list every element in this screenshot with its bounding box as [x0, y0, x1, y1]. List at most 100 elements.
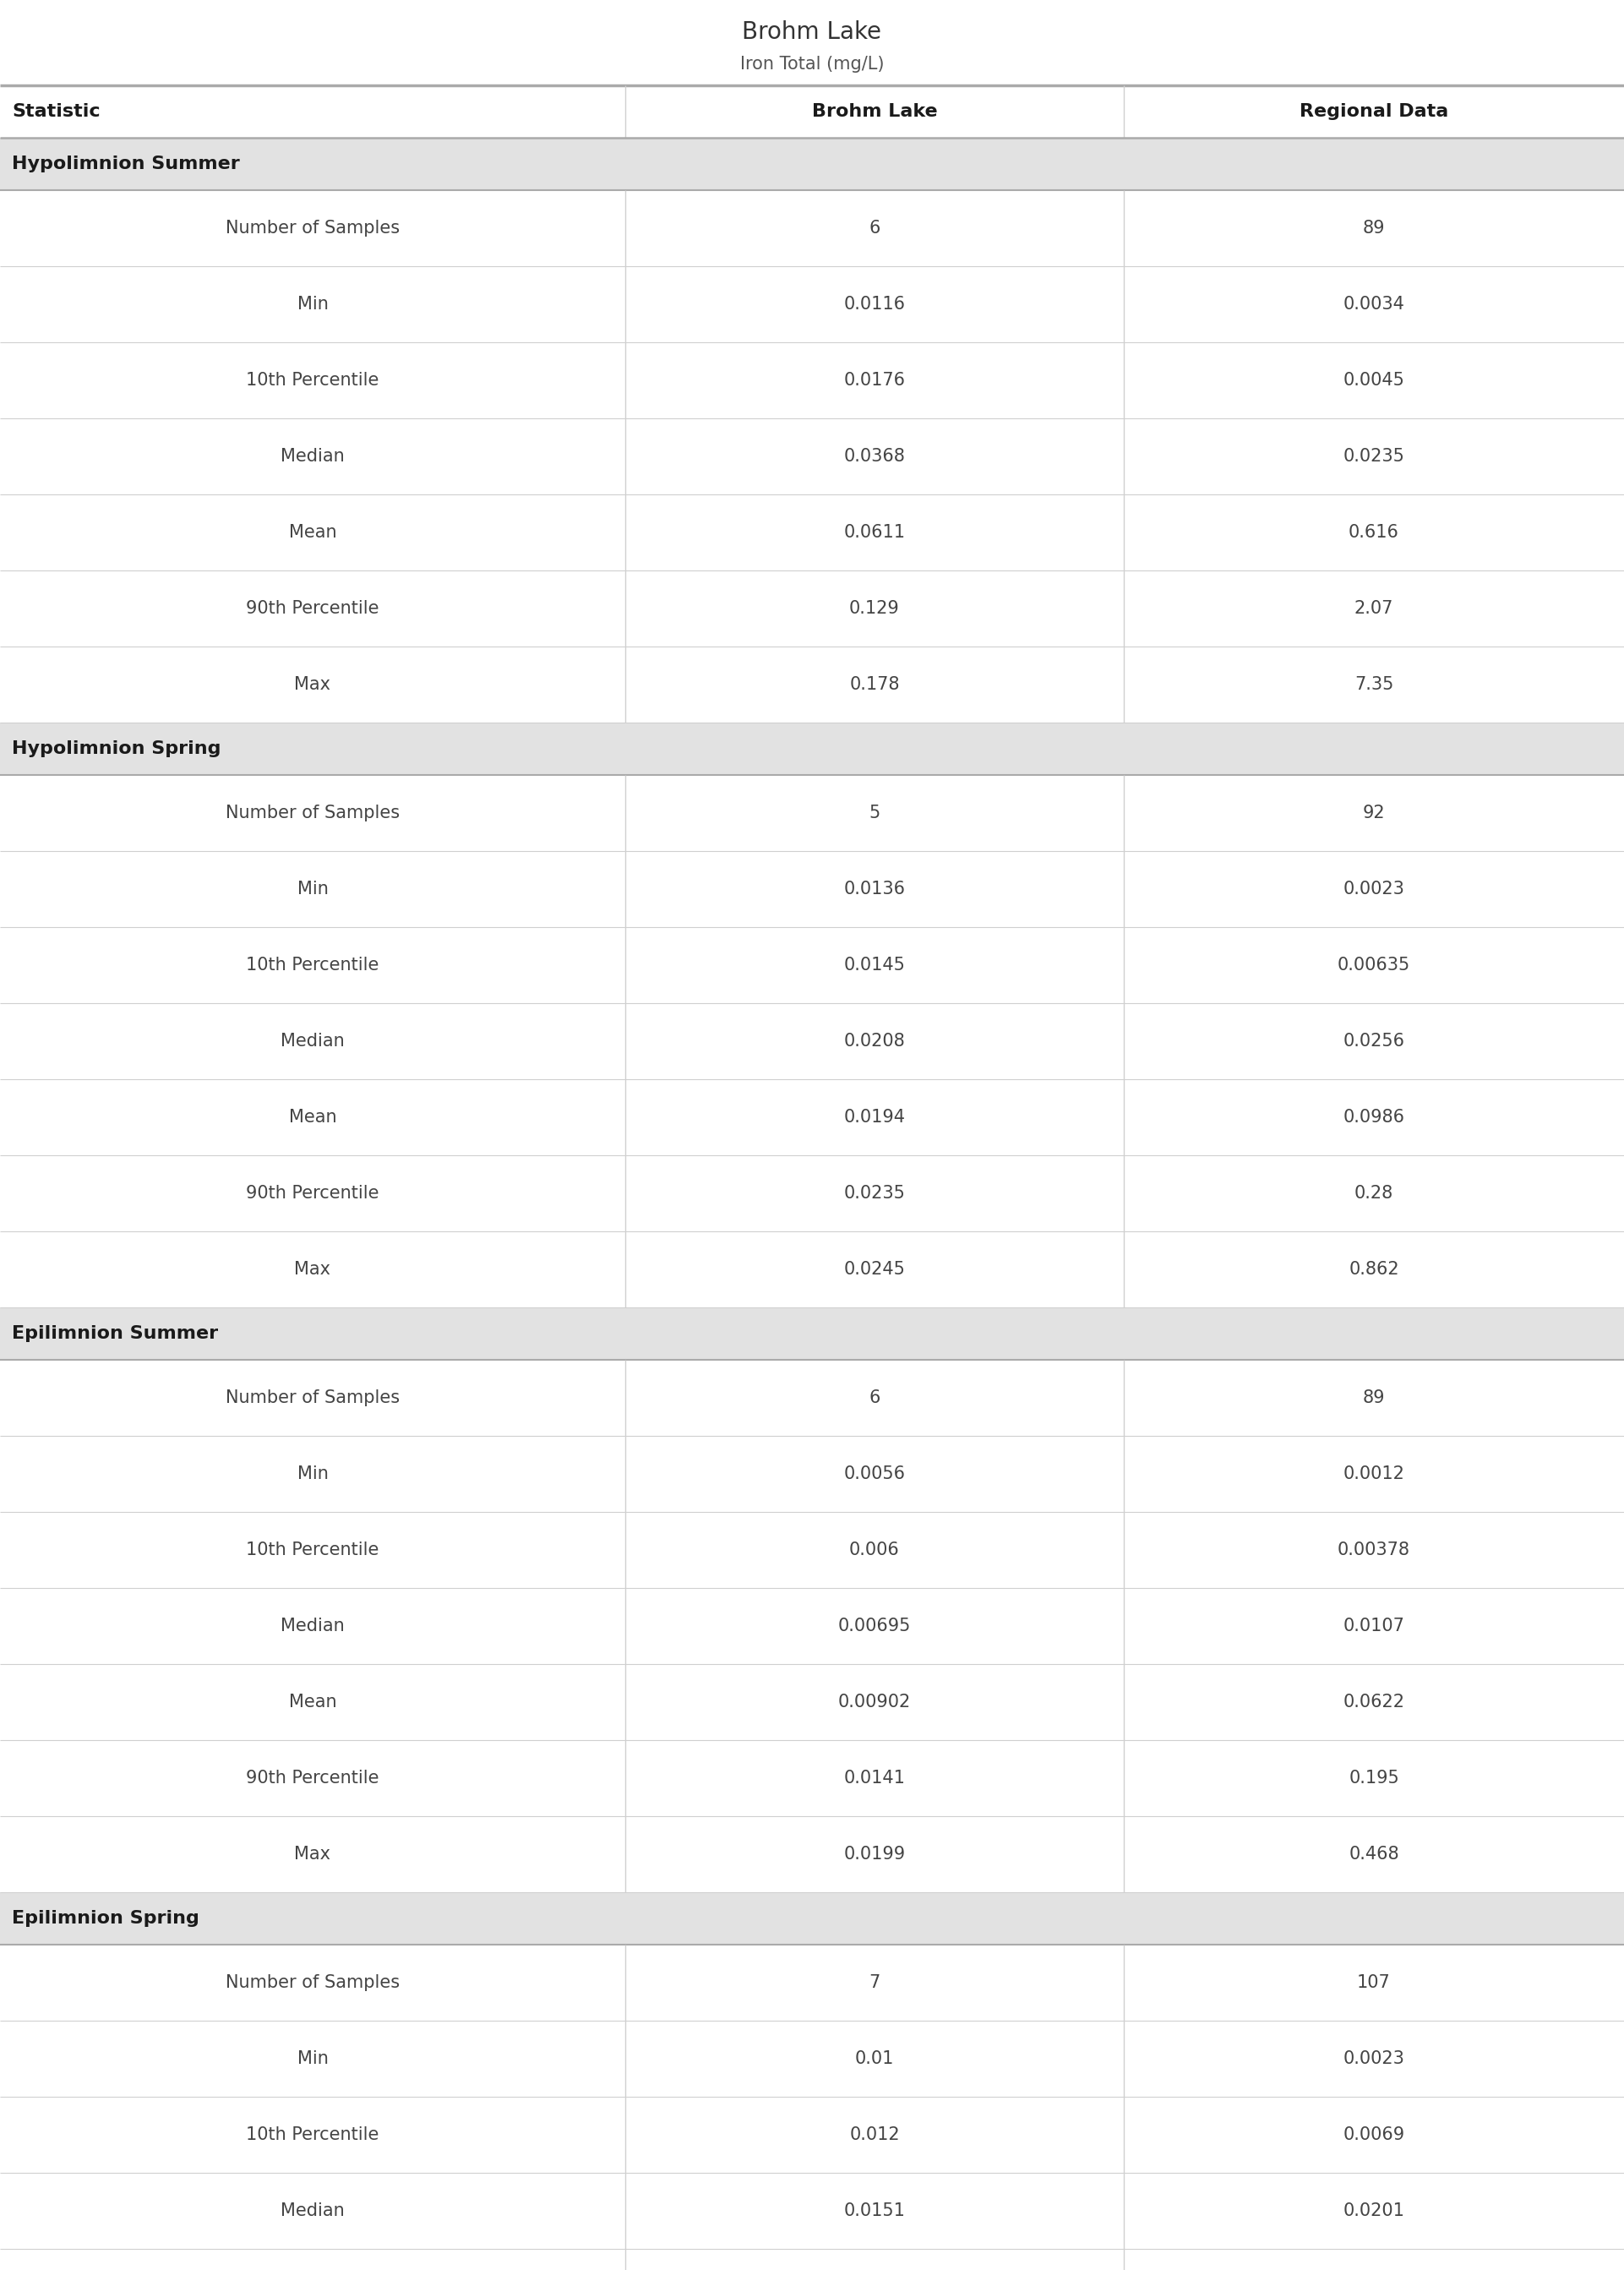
Bar [0, 1155, 1624, 1230]
Text: 0.0116: 0.0116 [844, 295, 905, 313]
Text: 6: 6 [869, 220, 880, 236]
Text: Median: Median [281, 1033, 344, 1049]
Text: 0.862: 0.862 [1348, 1260, 1400, 1278]
Text: 0.0141: 0.0141 [844, 1771, 905, 1786]
Text: 0.012: 0.012 [849, 2127, 900, 2143]
Bar [0, 647, 1624, 722]
Bar [0, 926, 1624, 1003]
Text: 0.28: 0.28 [1354, 1185, 1393, 1201]
Text: 0.178: 0.178 [849, 676, 900, 692]
Text: 0.0368: 0.0368 [844, 447, 905, 465]
Text: 0.0045: 0.0045 [1343, 372, 1405, 388]
Text: 89: 89 [1363, 220, 1385, 236]
Text: 0.00695: 0.00695 [838, 1619, 911, 1634]
Text: Hypolimnion Spring: Hypolimnion Spring [11, 740, 221, 758]
Bar [0, 2097, 1624, 2172]
Bar [0, 191, 1624, 266]
Text: Mean: Mean [289, 1108, 336, 1126]
Text: Statistic: Statistic [11, 102, 101, 120]
Bar [0, 2172, 1624, 2250]
Bar [0, 774, 1624, 851]
Bar [0, 1360, 1624, 1437]
Text: 0.0611: 0.0611 [844, 524, 905, 540]
Bar [0, 1437, 1624, 1512]
Text: 0.0012: 0.0012 [1343, 1466, 1405, 1482]
Text: 107: 107 [1358, 1975, 1390, 1991]
Text: 89: 89 [1363, 1389, 1385, 1407]
Text: 0.0056: 0.0056 [844, 1466, 905, 1482]
Text: 0.0136: 0.0136 [844, 881, 905, 897]
Bar [0, 1308, 1624, 1360]
Text: Max: Max [294, 676, 331, 692]
Text: Number of Samples: Number of Samples [226, 804, 400, 822]
Text: 90th Percentile: 90th Percentile [247, 1185, 378, 1201]
Text: 0.0235: 0.0235 [1343, 447, 1405, 465]
Bar [0, 570, 1624, 647]
Text: Brohm Lake: Brohm Lake [742, 20, 882, 43]
Text: Median: Median [281, 1619, 344, 1634]
Bar [0, 722, 1624, 774]
Text: Epilimnion Spring: Epilimnion Spring [11, 1909, 200, 1927]
Text: Number of Samples: Number of Samples [226, 1975, 400, 1991]
Text: Min: Min [297, 295, 328, 313]
Text: 0.006: 0.006 [849, 1541, 900, 1559]
Text: 10th Percentile: 10th Percentile [247, 1541, 378, 1559]
Text: 0.0023: 0.0023 [1343, 881, 1405, 897]
Text: Number of Samples: Number of Samples [226, 220, 400, 236]
Text: 90th Percentile: 90th Percentile [247, 599, 378, 617]
Text: 0.00378: 0.00378 [1338, 1541, 1410, 1559]
Text: 0.0622: 0.0622 [1343, 1693, 1405, 1712]
Text: 0.195: 0.195 [1348, 1771, 1400, 1786]
Bar [0, 1589, 1624, 1664]
Text: 0.0176: 0.0176 [844, 372, 905, 388]
Text: 6: 6 [869, 1389, 880, 1407]
Text: 5: 5 [869, 804, 880, 822]
Text: 2.07: 2.07 [1354, 599, 1393, 617]
Text: 0.0199: 0.0199 [843, 1846, 906, 1864]
Text: 0.0145: 0.0145 [844, 956, 905, 974]
Text: 0.0986: 0.0986 [1343, 1108, 1405, 1126]
Bar [0, 1664, 1624, 1741]
Text: 0.01: 0.01 [854, 2050, 895, 2068]
Bar [0, 2250, 1624, 2270]
Text: 0.0208: 0.0208 [844, 1033, 905, 1049]
Text: Min: Min [297, 1466, 328, 1482]
Text: Number of Samples: Number of Samples [226, 1389, 400, 1407]
Bar [0, 1816, 1624, 1893]
Text: 0.0235: 0.0235 [844, 1185, 905, 1201]
Text: 7: 7 [869, 1975, 880, 1991]
Text: 0.616: 0.616 [1348, 524, 1400, 540]
Text: 0.468: 0.468 [1348, 1846, 1400, 1864]
Text: 0.00635: 0.00635 [1338, 956, 1410, 974]
Text: Brohm Lake: Brohm Lake [812, 102, 937, 120]
Bar [0, 1003, 1624, 1078]
Text: 92: 92 [1363, 804, 1385, 822]
Bar [0, 86, 1624, 138]
Text: 0.0069: 0.0069 [1343, 2127, 1405, 2143]
Bar [0, 1078, 1624, 1155]
Text: 10th Percentile: 10th Percentile [247, 2127, 378, 2143]
Text: Max: Max [294, 1846, 331, 1864]
Bar [0, 266, 1624, 343]
Bar [0, 138, 1624, 191]
Text: Epilimnion Summer: Epilimnion Summer [11, 1326, 218, 1342]
Text: 0.0151: 0.0151 [844, 2202, 905, 2220]
Bar [0, 1512, 1624, 1589]
Text: Min: Min [297, 881, 328, 897]
Bar [0, 495, 1624, 570]
Text: 0.0201: 0.0201 [1343, 2202, 1405, 2220]
Text: Median: Median [281, 2202, 344, 2220]
Bar [0, 1230, 1624, 1308]
Text: Regional Data: Regional Data [1299, 102, 1449, 120]
Text: Hypolimnion Summer: Hypolimnion Summer [11, 157, 240, 173]
Bar [0, 343, 1624, 418]
Text: 7.35: 7.35 [1354, 676, 1393, 692]
Text: Median: Median [281, 447, 344, 465]
Text: Iron Total (mg/L): Iron Total (mg/L) [741, 54, 883, 73]
Text: 0.129: 0.129 [849, 599, 900, 617]
Text: Mean: Mean [289, 524, 336, 540]
Text: 0.0256: 0.0256 [1343, 1033, 1405, 1049]
Bar [0, 1741, 1624, 1816]
Text: 0.0107: 0.0107 [1343, 1619, 1405, 1634]
Text: Max: Max [294, 1260, 331, 1278]
